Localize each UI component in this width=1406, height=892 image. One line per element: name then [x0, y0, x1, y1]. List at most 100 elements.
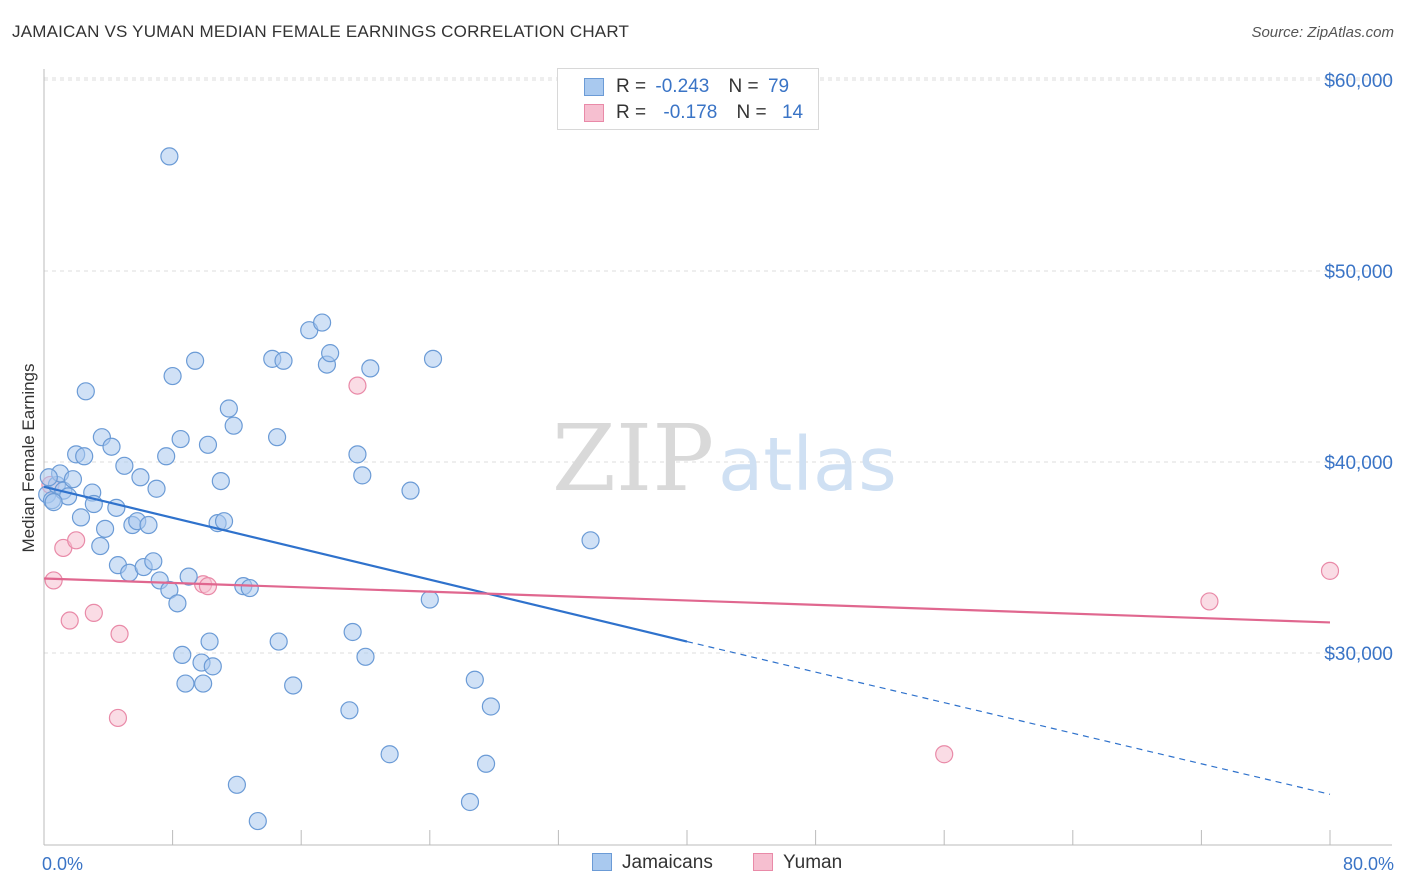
yuman-point	[935, 745, 954, 764]
y-axis-label: Median Female Earnings	[19, 364, 38, 553]
y-tick-label: $50,000	[1324, 262, 1393, 283]
jamaican-point	[401, 481, 420, 500]
jamaican-point	[44, 493, 63, 512]
trend-lines	[43, 485, 1331, 795]
legend-r-value: -0.243	[655, 76, 710, 97]
legend-r-value: -0.178	[663, 102, 718, 123]
jamaican-point	[340, 701, 359, 720]
watermark-atlas: atlas	[718, 422, 897, 508]
yuman-point	[60, 611, 79, 630]
watermark-zip: ZIP	[552, 405, 714, 512]
correlation-legend: R = -0.243 N = 79 R = -0.178 N = 14	[557, 68, 819, 130]
yuman-point	[348, 376, 367, 395]
jamaican-point	[274, 351, 293, 370]
bottom-legend-swatch-blue	[592, 853, 612, 871]
y-tick-label: $40,000	[1324, 453, 1393, 474]
jamaican-point	[312, 313, 332, 332]
x-tick-label: 0.0%	[42, 854, 83, 874]
jamaican-point	[194, 674, 213, 693]
yuman-trend-line	[43, 577, 1331, 624]
x-ticks	[43, 830, 1331, 845]
jamaican-point	[214, 512, 234, 531]
jamaicans-trend-line	[43, 485, 688, 643]
jamaican-point	[321, 344, 340, 363]
jamaican-point	[200, 632, 219, 651]
jamaican-point	[476, 754, 496, 773]
jamaican-point	[203, 657, 222, 676]
jamaican-point	[361, 359, 380, 378]
jamaican-point	[348, 445, 367, 464]
yuman-point	[110, 624, 129, 644]
jamaican-point	[95, 519, 115, 538]
jamaican-point	[219, 399, 238, 418]
jamaican-point	[460, 792, 480, 812]
jamaican-point	[168, 594, 187, 613]
y-tick-label: $30,000	[1324, 644, 1393, 665]
jamaican-point	[171, 429, 190, 449]
jamaican-point	[227, 775, 246, 794]
legend-r-label: R =	[616, 76, 647, 97]
legend-n-value: 79	[767, 76, 790, 97]
legend-swatch-pink	[584, 104, 604, 122]
jamaican-point	[173, 645, 192, 665]
legend-swatch-blue	[584, 78, 604, 96]
jamaican-point	[267, 428, 287, 447]
jamaicans-points	[38, 147, 600, 831]
bottom-legend-yuman: Yuman	[753, 852, 842, 874]
jamaican-point	[131, 468, 150, 487]
jamaican-point	[380, 745, 399, 764]
jamaican-point	[71, 508, 91, 527]
jamaican-point	[179, 567, 198, 586]
jamaican-point	[353, 466, 372, 485]
jamaican-point	[102, 437, 121, 456]
jamaicans-trend-extension	[686, 640, 1331, 795]
jamaican-point	[63, 470, 83, 489]
jamaican-point	[144, 552, 163, 571]
jamaican-point	[186, 351, 205, 370]
axes	[43, 69, 1392, 846]
jamaican-point	[157, 447, 176, 466]
jamaican-point	[211, 472, 230, 491]
jamaican-point	[91, 536, 110, 556]
jamaican-point	[423, 349, 443, 368]
jamaican-point	[248, 811, 267, 831]
jamaican-point	[198, 435, 218, 454]
jamaican-point	[163, 366, 182, 386]
x-tick-label: 80.0%	[1343, 854, 1394, 874]
jamaican-point	[420, 590, 439, 609]
yuman-point	[1200, 592, 1219, 611]
yuman-point	[84, 603, 103, 622]
legend-n-label: N =	[728, 76, 759, 97]
jamaican-point	[76, 382, 95, 401]
jamaican-point	[465, 670, 484, 689]
chart-title: JAMAICAN VS YUMAN MEDIAN FEMALE EARNINGS…	[12, 22, 630, 41]
jamaican-point	[481, 697, 500, 716]
yuman-point	[198, 577, 218, 596]
legend-n-label: N =	[736, 102, 767, 123]
jamaican-point	[75, 447, 94, 466]
jamaican-point	[139, 515, 158, 535]
legend-n-value: 14	[781, 102, 804, 123]
yuman-point	[108, 708, 128, 728]
jamaican-point	[39, 468, 58, 487]
jamaican-point	[147, 479, 166, 498]
jamaican-point	[115, 456, 134, 475]
yuman-point	[67, 531, 86, 550]
x-tick-labels: 0.0% 80.0%	[42, 854, 1394, 874]
jamaican-point	[284, 676, 303, 695]
jamaican-point	[581, 531, 600, 550]
jamaican-point	[160, 580, 179, 600]
y-tick-label: $60,000	[1324, 71, 1393, 92]
jamaican-point	[269, 632, 288, 651]
jamaican-point	[356, 647, 375, 666]
jamaican-point	[176, 674, 195, 693]
bottom-legend-label: Yuman	[783, 852, 843, 873]
bottom-legend-label: Jamaicans	[622, 852, 713, 873]
grid-lines	[44, 77, 1392, 654]
bottom-legend-swatch-pink	[753, 853, 773, 871]
watermark: ZIP atlas	[552, 405, 897, 512]
yuman-point	[44, 571, 63, 590]
jamaican-point	[343, 622, 362, 642]
yuman-point	[1320, 561, 1340, 580]
